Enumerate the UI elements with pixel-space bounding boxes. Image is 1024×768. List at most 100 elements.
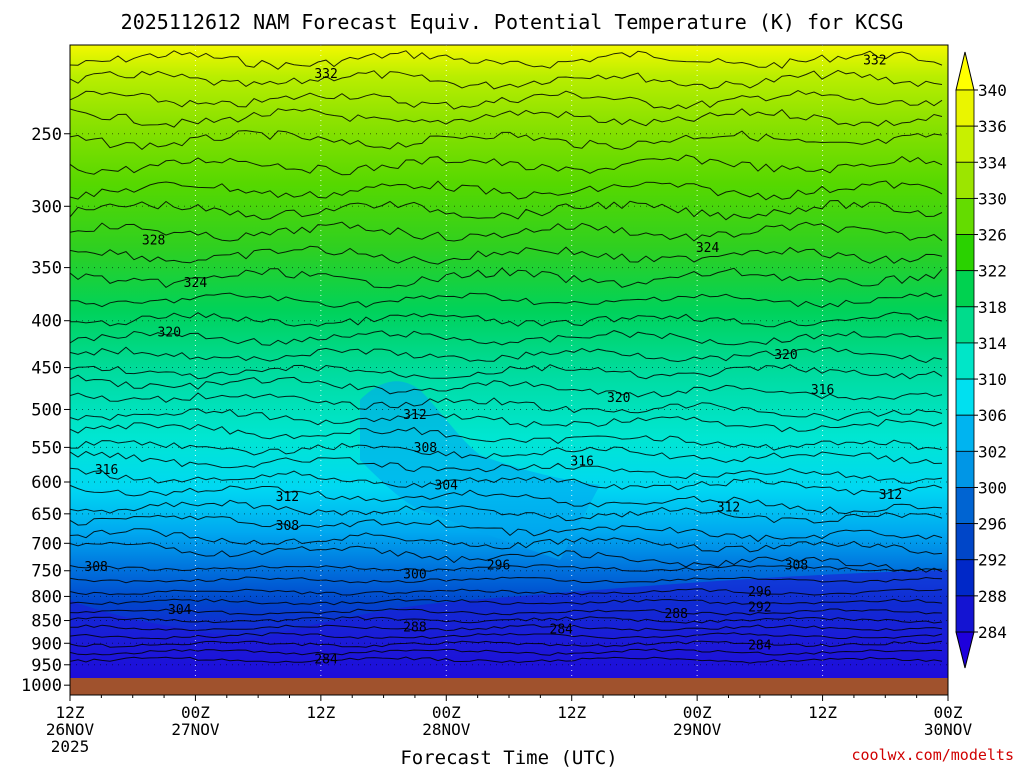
contour-label: 308 bbox=[414, 441, 437, 456]
colorbar-bottom-arrow bbox=[955, 631, 975, 669]
contour-label: 332 bbox=[863, 54, 886, 69]
colorbar-swatch bbox=[955, 414, 975, 452]
y-tick-label: 400 bbox=[31, 312, 62, 332]
contour-label: 308 bbox=[276, 519, 299, 534]
x-tick-label: 29NOV bbox=[673, 720, 722, 739]
contour-line bbox=[69, 130, 943, 151]
contour-label: 320 bbox=[607, 391, 630, 406]
colorbar-label: 334 bbox=[978, 153, 1007, 172]
colorbar-label: 302 bbox=[978, 442, 1007, 461]
y-tick-label: 550 bbox=[31, 438, 62, 458]
colorbar-swatch bbox=[955, 523, 975, 561]
x-tick-label: 28NOV bbox=[422, 720, 471, 739]
contour-label: 316 bbox=[570, 455, 593, 470]
x-tick-label: 26NOV bbox=[46, 720, 95, 739]
contour-line bbox=[69, 467, 943, 496]
contour-line bbox=[69, 346, 943, 364]
contour-line bbox=[69, 656, 943, 664]
contour-line bbox=[69, 422, 943, 451]
contour-label: 288 bbox=[403, 620, 426, 635]
contour-label: 312 bbox=[879, 488, 902, 503]
contour-label: 284 bbox=[550, 622, 574, 637]
ground-surface bbox=[70, 678, 948, 695]
colorbar-label: 314 bbox=[978, 334, 1007, 353]
contour-line bbox=[69, 632, 943, 640]
colorbar-swatch bbox=[955, 487, 975, 525]
contour-line bbox=[69, 180, 943, 201]
colorbar-label: 296 bbox=[978, 515, 1007, 534]
contour-line bbox=[69, 267, 943, 289]
contour-line bbox=[70, 624, 943, 632]
contour-line bbox=[69, 528, 943, 555]
contour-label: 288 bbox=[664, 607, 687, 622]
colorbar-label: 306 bbox=[978, 406, 1007, 425]
y-tick-label: 950 bbox=[31, 656, 62, 676]
colorbar-label: 336 bbox=[978, 117, 1007, 136]
contour-label: 304 bbox=[168, 603, 192, 618]
contour-label: 292 bbox=[748, 601, 771, 616]
contour-label: 312 bbox=[717, 501, 740, 516]
temperature-field bbox=[70, 45, 948, 678]
y-tick-label: 300 bbox=[31, 197, 62, 217]
contour-line bbox=[69, 221, 943, 242]
contour-lines bbox=[69, 50, 943, 664]
y-tick-label: 700 bbox=[31, 534, 62, 554]
contour-line bbox=[69, 364, 943, 380]
contour-line bbox=[70, 440, 943, 465]
x-tick-label: 00Z bbox=[181, 703, 210, 722]
y-tick-label: 1000 bbox=[21, 676, 62, 696]
x-tick-label: 12Z bbox=[56, 703, 85, 722]
contour-label: 296 bbox=[487, 558, 510, 573]
contour-label: 316 bbox=[95, 463, 118, 478]
contour-line bbox=[69, 108, 943, 128]
x-tick-label: 2025 bbox=[51, 737, 90, 756]
contour-label: 284 bbox=[748, 638, 772, 653]
contour-line bbox=[69, 154, 943, 176]
x-tick-label: 27NOV bbox=[171, 720, 220, 739]
cold-air-dome bbox=[70, 570, 948, 678]
x-tick-label: 00Z bbox=[432, 703, 461, 722]
contour-line bbox=[69, 640, 943, 648]
colorbar-swatch bbox=[955, 89, 975, 127]
y-tick-label: 900 bbox=[31, 634, 62, 654]
colorbar-swatch bbox=[955, 306, 975, 344]
contour-label: 320 bbox=[158, 325, 181, 340]
contour-line bbox=[69, 374, 943, 401]
contour-label: 300 bbox=[403, 567, 426, 582]
colorbar-label: 284 bbox=[978, 623, 1007, 642]
colorbar-swatch bbox=[955, 450, 975, 488]
y-tick-label: 250 bbox=[31, 125, 62, 145]
contour-label: 284 bbox=[314, 652, 338, 667]
x-tick-label: 12Z bbox=[557, 703, 586, 722]
contour-label: 324 bbox=[184, 276, 208, 291]
y-tick-label: 650 bbox=[31, 505, 62, 525]
y-tick-label: 750 bbox=[31, 562, 62, 582]
contour-line bbox=[69, 330, 943, 346]
contour-label: 328 bbox=[142, 234, 165, 249]
source-credit: coolwx.com/modelts bbox=[851, 746, 1014, 764]
contour-line bbox=[70, 311, 943, 328]
colorbar-swatch bbox=[955, 197, 975, 235]
colorbar-swatch bbox=[955, 378, 975, 416]
contour-line bbox=[69, 541, 943, 573]
colorbar-swatch bbox=[955, 595, 975, 633]
contour-label: 312 bbox=[276, 490, 299, 505]
contour-line bbox=[70, 292, 943, 308]
colorbar-label: 300 bbox=[978, 478, 1007, 497]
contour-line bbox=[69, 608, 943, 616]
colorbar-label: 318 bbox=[978, 298, 1007, 317]
x-axis-title: Forecast Time (UTC) bbox=[400, 747, 617, 768]
contour-line bbox=[69, 484, 943, 515]
contour-labels: 332 332 328 324 324 320 320 320 316 316 316 312 312 3… bbox=[84, 54, 902, 668]
y-tick-label: 450 bbox=[31, 359, 62, 379]
chart-title: 2025112612 NAM Forecast Equiv. Potential… bbox=[121, 10, 904, 34]
contour-label: 296 bbox=[748, 585, 771, 600]
colorbar-swatch bbox=[955, 342, 975, 380]
x-tick-label: 00Z bbox=[683, 703, 712, 722]
colorbar-swatch bbox=[955, 234, 975, 272]
contour-label: 332 bbox=[314, 67, 337, 82]
colorbar-top-arrow bbox=[955, 51, 975, 91]
x-tick-label: 30NOV bbox=[924, 720, 973, 739]
colorbar-label: 330 bbox=[978, 189, 1007, 208]
